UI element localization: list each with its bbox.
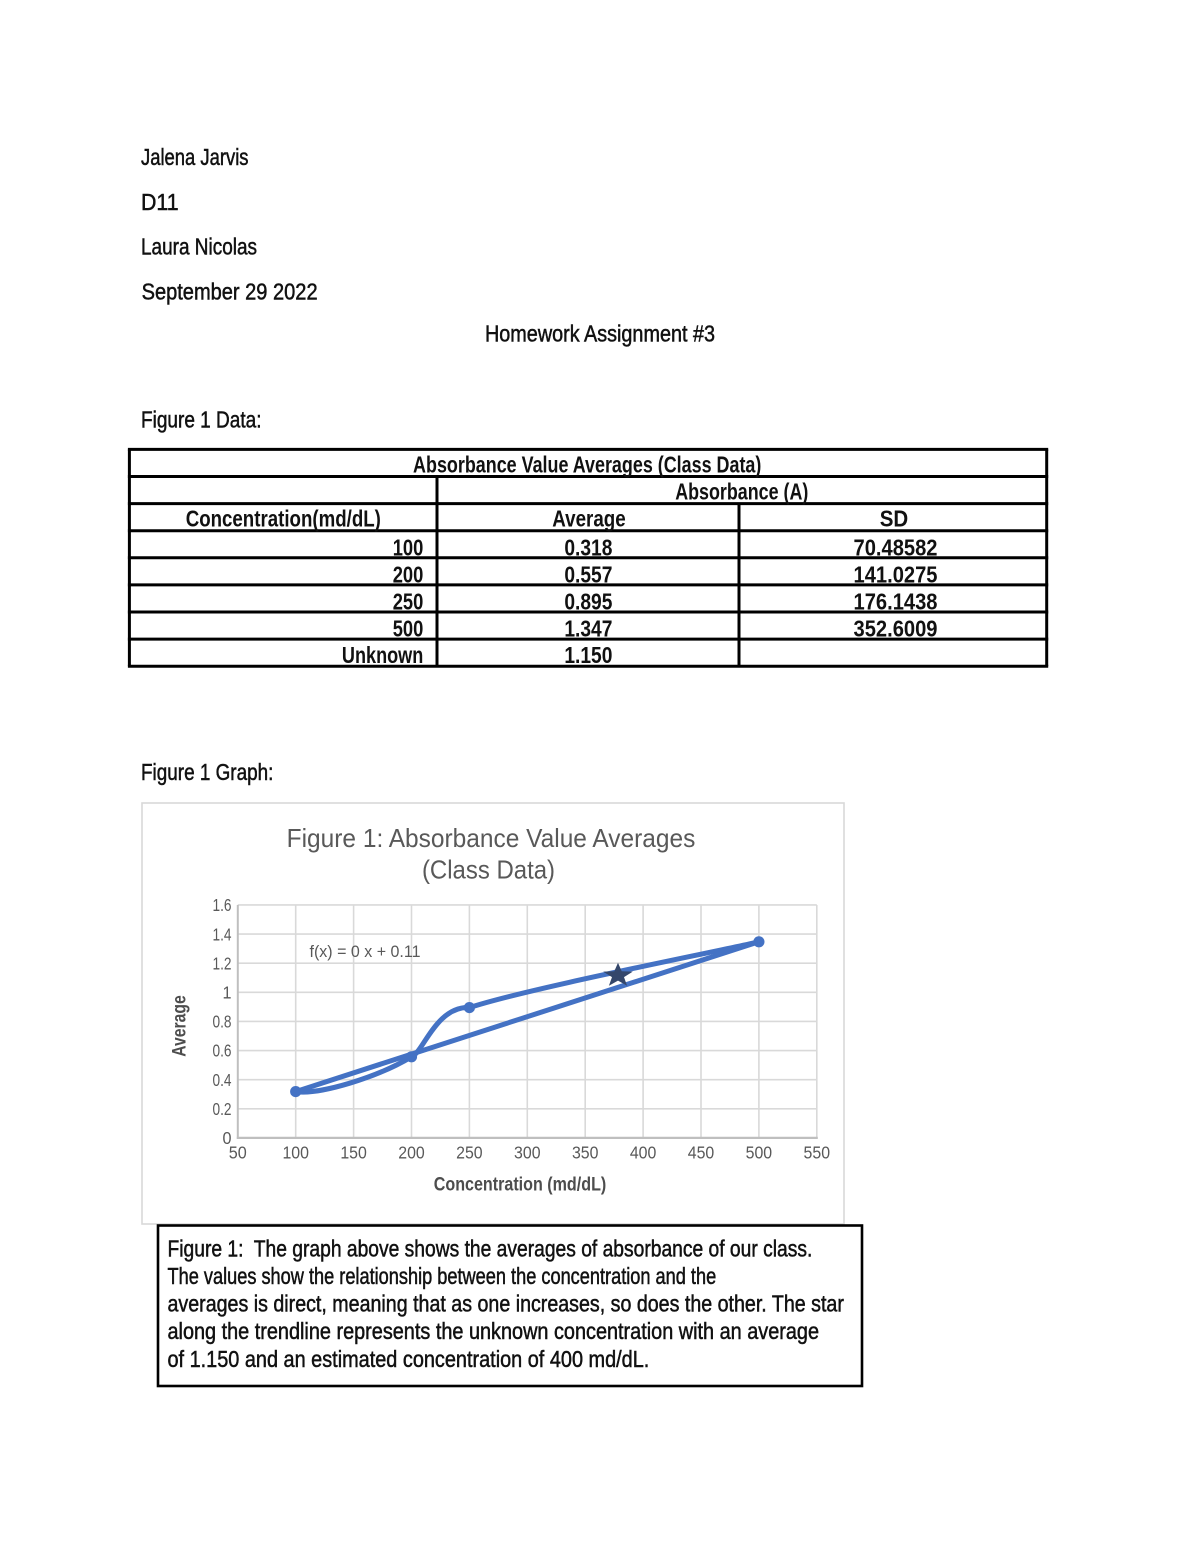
svg-text:200: 200 bbox=[393, 561, 424, 587]
svg-text:50: 50 bbox=[229, 1143, 247, 1163]
svg-text:Average: Average bbox=[552, 505, 625, 531]
svg-text:0.6: 0.6 bbox=[213, 1041, 232, 1061]
svg-text:(Class Data): (Class Data) bbox=[422, 855, 555, 885]
svg-text:141.0275: 141.0275 bbox=[854, 561, 938, 587]
svg-text:along the trendline represents: along the trendline represents the unkno… bbox=[168, 1318, 820, 1344]
svg-text:Figure 1 Graph:: Figure 1 Graph: bbox=[141, 759, 273, 785]
svg-text:September 29 2022: September 29 2022 bbox=[142, 278, 318, 304]
svg-text:350: 350 bbox=[572, 1143, 599, 1163]
svg-text:Absorbance Value Averages (Cla: Absorbance Value Averages (Class Data) bbox=[413, 452, 761, 478]
svg-text:250: 250 bbox=[393, 589, 424, 615]
svg-text:1: 1 bbox=[223, 983, 232, 1003]
svg-text:1.6: 1.6 bbox=[213, 895, 232, 915]
svg-text:300: 300 bbox=[514, 1143, 541, 1163]
svg-text:Concentration(md/dL): Concentration(md/dL) bbox=[186, 505, 381, 531]
svg-text:Unknown: Unknown bbox=[342, 642, 423, 668]
svg-text:of 1.150 and an estimated conc: of 1.150 and an estimated concentration … bbox=[168, 1346, 650, 1372]
svg-text:Average: Average bbox=[170, 995, 191, 1056]
svg-text:1.347: 1.347 bbox=[564, 616, 612, 642]
svg-text:200: 200 bbox=[398, 1143, 425, 1163]
svg-text:0.8: 0.8 bbox=[213, 1012, 232, 1032]
svg-text:0.557: 0.557 bbox=[564, 561, 612, 587]
svg-text:400: 400 bbox=[630, 1143, 657, 1163]
svg-text:Figure 1: Absorbance Value Ave: Figure 1: Absorbance Value Averages bbox=[287, 823, 696, 853]
svg-text:352.6009: 352.6009 bbox=[854, 616, 938, 642]
svg-text:f(x) = 0 x + 0.11: f(x) = 0 x + 0.11 bbox=[310, 942, 421, 961]
svg-text:250: 250 bbox=[456, 1143, 483, 1163]
svg-text:Absorbance (A): Absorbance (A) bbox=[675, 479, 808, 505]
svg-text:averages is direct, meaning th: averages is direct, meaning that as one … bbox=[168, 1291, 845, 1317]
svg-text:70.48582: 70.48582 bbox=[854, 534, 938, 560]
svg-text:1.4: 1.4 bbox=[213, 924, 232, 944]
svg-text:500: 500 bbox=[393, 616, 424, 642]
svg-text:The values show the relationsh: The values show the relationship between… bbox=[168, 1263, 717, 1289]
svg-text:0: 0 bbox=[223, 1128, 232, 1148]
svg-text:500: 500 bbox=[746, 1143, 773, 1163]
svg-text:0.895: 0.895 bbox=[564, 589, 612, 615]
svg-text:Homework Assignment #3: Homework Assignment #3 bbox=[485, 320, 715, 346]
svg-text:550: 550 bbox=[804, 1143, 831, 1163]
svg-text:Concentration (md/dL): Concentration (md/dL) bbox=[434, 1174, 607, 1195]
svg-text:Jalena Jarvis: Jalena Jarvis bbox=[141, 144, 249, 170]
svg-text:0.4: 0.4 bbox=[213, 1070, 232, 1090]
svg-text:176.1438: 176.1438 bbox=[854, 589, 938, 615]
svg-text:0.2: 0.2 bbox=[213, 1099, 232, 1119]
svg-text:SD: SD bbox=[880, 505, 909, 531]
svg-text:100: 100 bbox=[393, 534, 424, 560]
svg-text:Figure 1: The graph above sho: Figure 1: The graph above shows the aver… bbox=[168, 1235, 813, 1261]
svg-text:Figure 1 Data:: Figure 1 Data: bbox=[141, 407, 262, 433]
svg-text:Laura Nicolas: Laura Nicolas bbox=[141, 234, 257, 260]
svg-text:450: 450 bbox=[688, 1143, 715, 1163]
svg-text:150: 150 bbox=[340, 1143, 367, 1163]
svg-text:0.318: 0.318 bbox=[564, 534, 612, 560]
svg-text:1.2: 1.2 bbox=[213, 953, 232, 973]
svg-text:1.150: 1.150 bbox=[564, 642, 612, 668]
svg-text:D11: D11 bbox=[141, 189, 179, 215]
svg-text:100: 100 bbox=[282, 1143, 309, 1163]
